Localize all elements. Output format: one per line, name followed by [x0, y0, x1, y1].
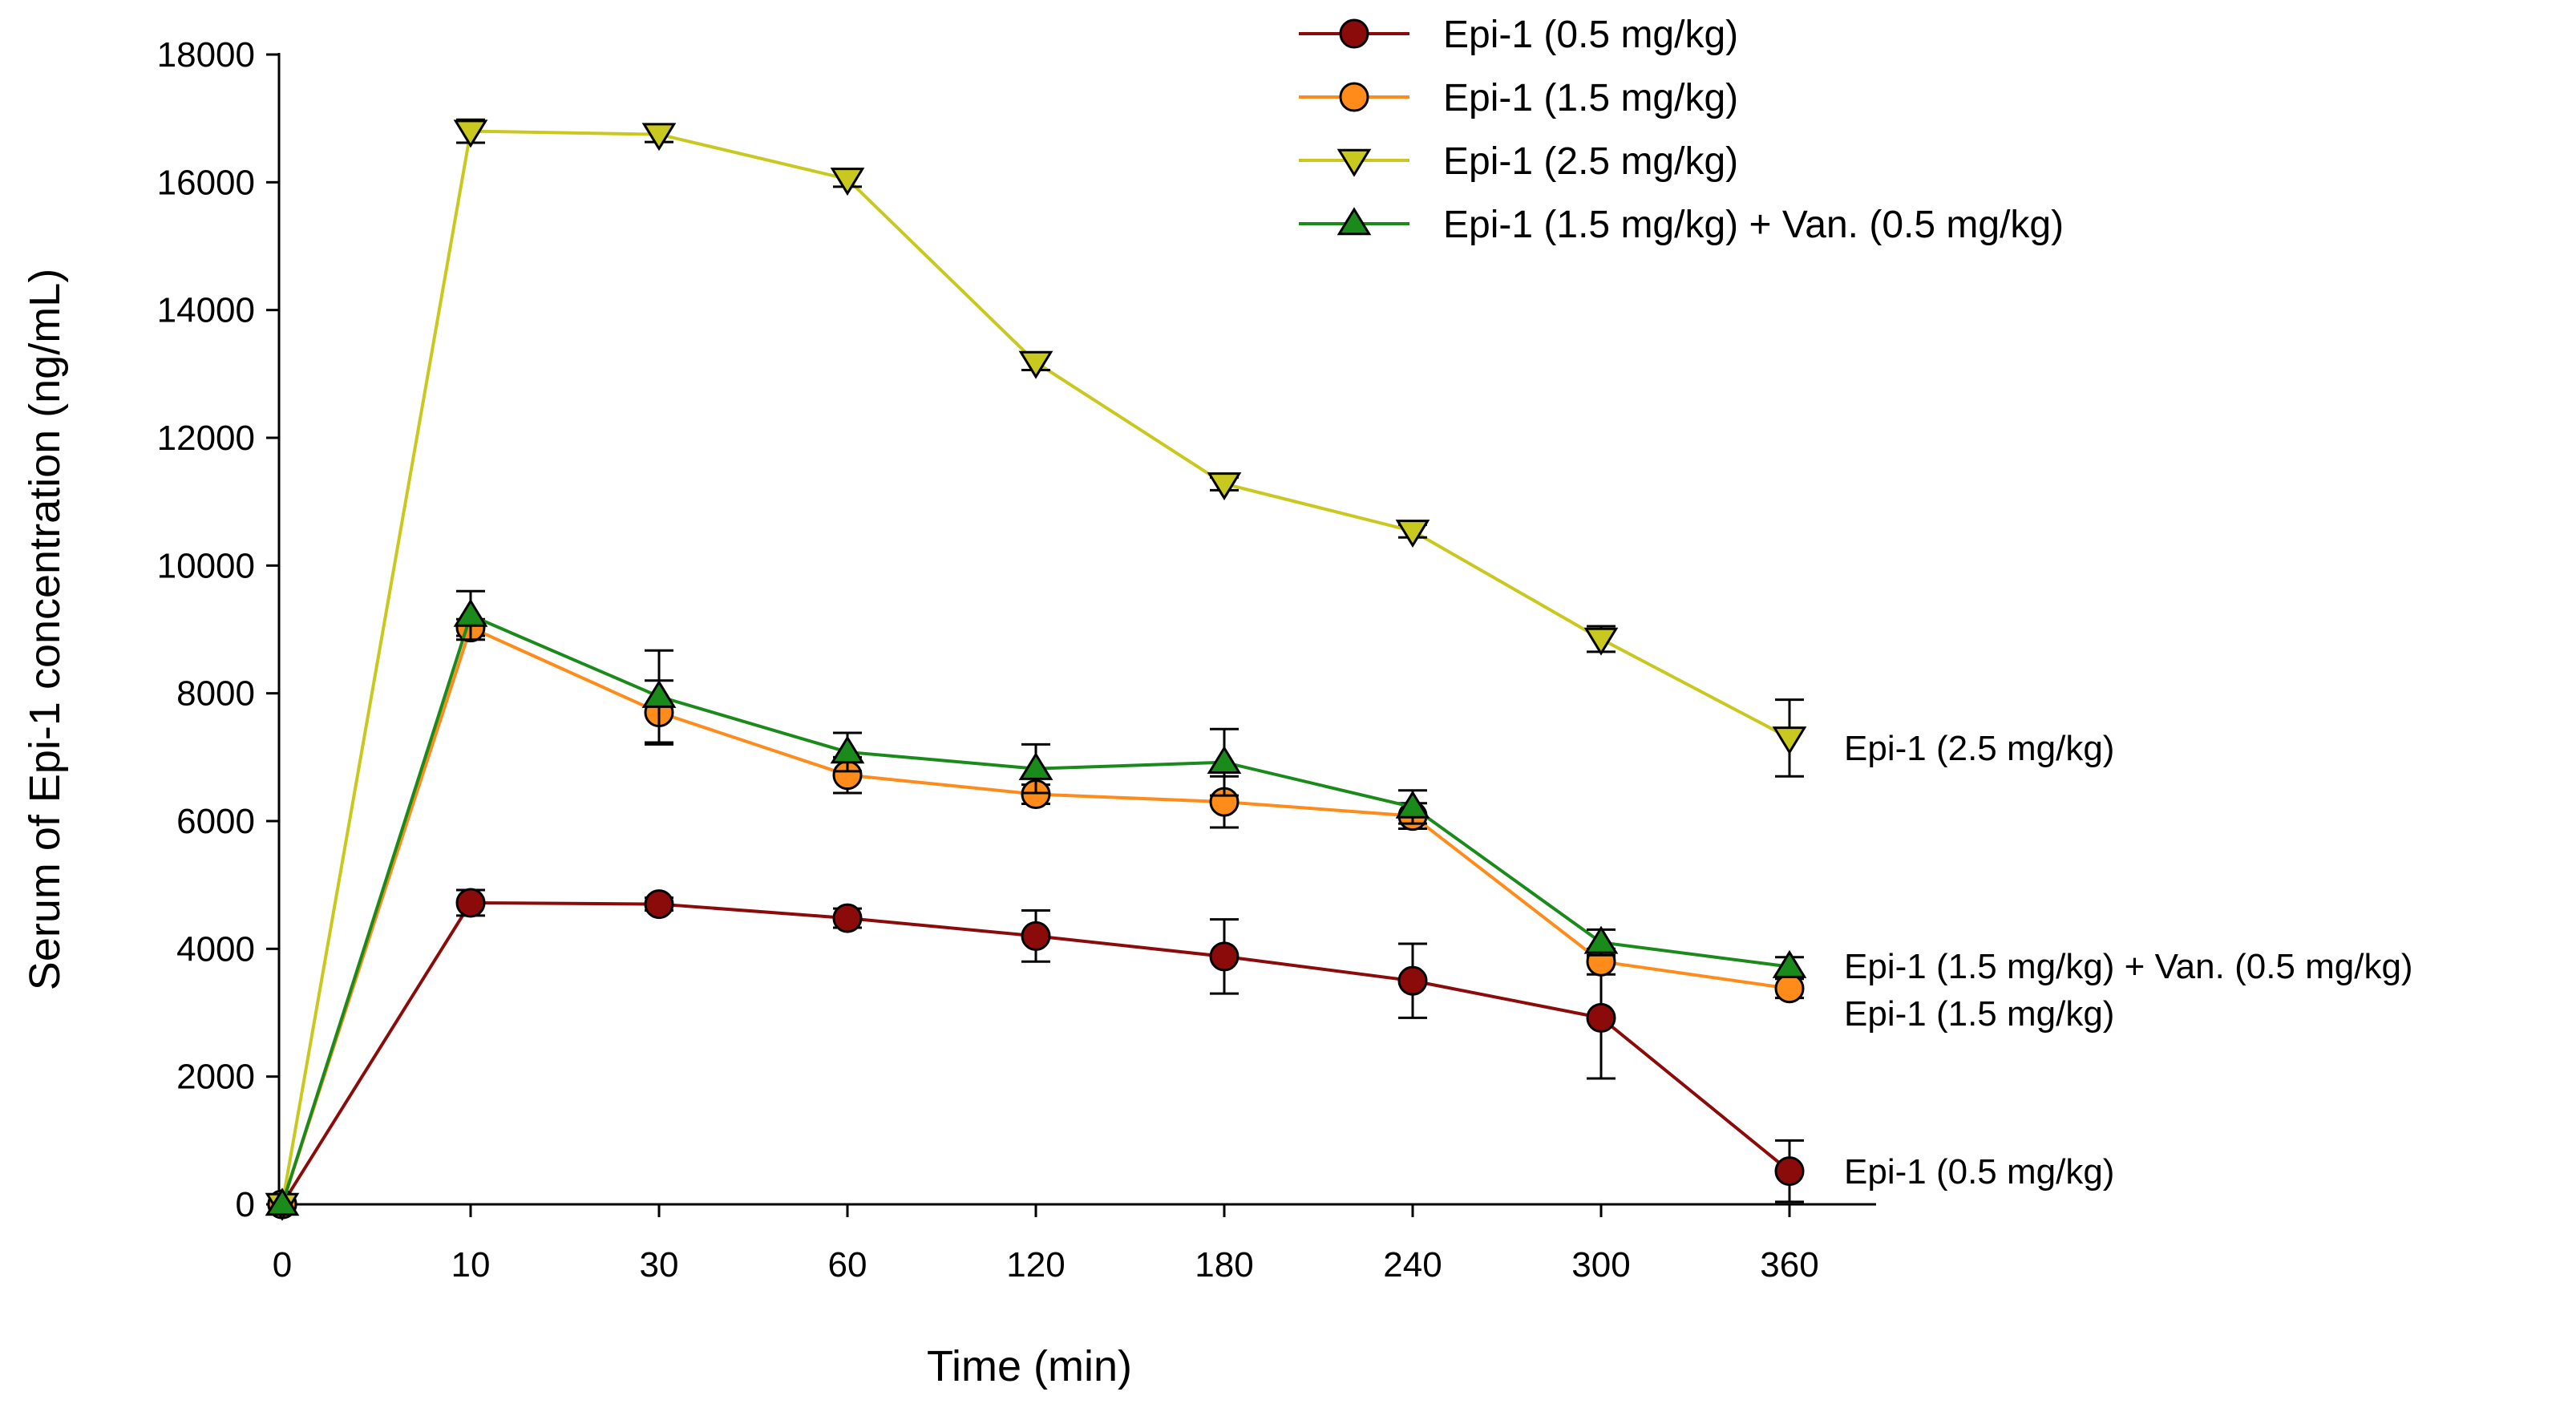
data-point: [1207, 745, 1242, 774]
data-point: [641, 123, 677, 152]
data-point: [830, 735, 865, 764]
legend-entry: Epi-1 (0.5 mg/kg): [1299, 14, 1738, 56]
x-tick-label: 360: [1760, 1245, 1818, 1285]
x-tick-label: 180: [1195, 1245, 1253, 1285]
legend-marker: [1339, 82, 1369, 112]
data-point: [455, 888, 486, 918]
y-tick-label: 18000: [157, 35, 255, 75]
data-point: [1586, 1002, 1616, 1033]
end-label: Epi-1 (1.5 mg/kg) + Van. (0.5 mg/kg): [1844, 947, 2413, 986]
x-tick-label: 30: [640, 1245, 679, 1285]
data-point: [641, 679, 677, 708]
x-tick-label: 60: [828, 1245, 867, 1285]
series-4: [265, 589, 1807, 1216]
y-tick-label: 4000: [176, 929, 255, 969]
series-line: [281, 129, 1790, 1205]
y-tick-label: 6000: [176, 802, 255, 841]
x-tick-label: 120: [1006, 1245, 1065, 1285]
axes: 0 2000 4000 6000 8000 10000 12000 14000 16000 180…: [157, 35, 1876, 1285]
legend-label: Epi-1 (1.5 mg/kg) + Van. (0.5 mg/kg): [1443, 204, 2064, 246]
legend-label: Epi-1 (1.5 mg/kg): [1443, 77, 1738, 119]
y-tick-label: 2000: [176, 1058, 255, 1097]
data-point: [453, 598, 488, 627]
legend-marker: [1337, 207, 1372, 236]
data-point: [1395, 790, 1430, 819]
series-3: [265, 118, 1807, 1221]
y-tick-label: 16000: [157, 163, 255, 202]
data-point: [1583, 925, 1619, 954]
y-tick-label: 0: [236, 1185, 255, 1224]
end-label: Epi-1 (0.5 mg/kg): [1844, 1152, 2114, 1192]
data-point: [265, 1187, 300, 1216]
y-tick-label: 12000: [157, 419, 255, 458]
data-point: [1772, 726, 1807, 755]
data-point: [1395, 520, 1430, 548]
legend-label: Epi-1 (2.5 mg/kg): [1443, 140, 1738, 183]
y-axis-title: Serum of Epi-1 concentration (ng/mL): [21, 269, 69, 990]
x-tick-label: 300: [1571, 1245, 1630, 1285]
x-tick-label: 0: [273, 1245, 292, 1285]
legend-entry: Epi-1 (1.5 mg/kg) + Van. (0.5 mg/kg): [1299, 204, 2064, 246]
y-tick-label: 8000: [176, 674, 255, 714]
legend-label: Epi-1 (0.5 mg/kg): [1443, 14, 1738, 56]
series-layer: [265, 118, 1807, 1221]
data-point: [1774, 973, 1805, 1004]
data-point: [1021, 920, 1051, 951]
data-point: [832, 903, 863, 933]
data-point: [1583, 627, 1619, 656]
y-tick-label: 10000: [157, 546, 255, 585]
y-tick-label: 14000: [157, 291, 255, 330]
data-point: [1772, 949, 1807, 978]
legend-marker: [1337, 148, 1372, 177]
legend-marker: [1339, 18, 1369, 49]
x-tick-label: 10: [451, 1245, 491, 1285]
data-point: [1018, 350, 1053, 379]
data-point: [1018, 751, 1053, 780]
data-point: [644, 889, 674, 920]
data-point: [1397, 965, 1428, 996]
legend-entry: Epi-1 (1.5 mg/kg): [1299, 77, 1738, 119]
end-label: Epi-1 (1.5 mg/kg): [1844, 994, 2114, 1034]
end-label: Epi-1 (2.5 mg/kg): [1844, 729, 2114, 768]
data-point: [1207, 472, 1242, 501]
data-point: [830, 168, 865, 196]
end-labels: Epi-1 (0.5 mg/kg) Epi-1 (1.5 mg/kg) Epi-1 …: [1844, 729, 2413, 1192]
legend-entry: Epi-1 (2.5 mg/kg): [1299, 140, 1738, 183]
data-point: [1774, 1156, 1805, 1187]
data-point: [453, 119, 488, 148]
data-point: [1209, 941, 1239, 972]
x-tick-label: 240: [1383, 1245, 1442, 1285]
x-axis-title: Time (min): [927, 1342, 1132, 1390]
legend: Epi-1 (0.5 mg/kg) Epi-1 (1.5 mg/kg) Epi-1 …: [1299, 14, 2064, 246]
